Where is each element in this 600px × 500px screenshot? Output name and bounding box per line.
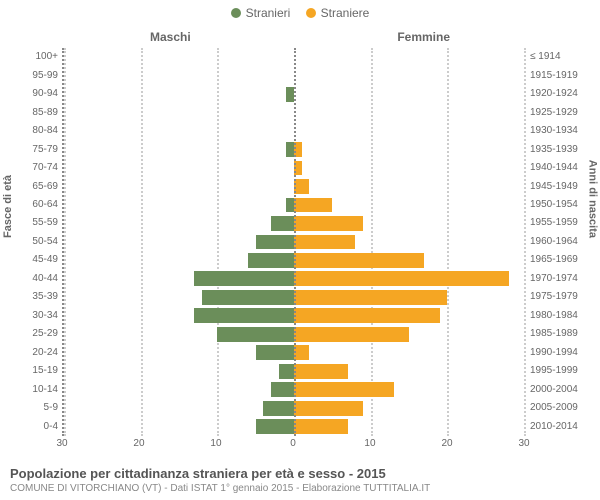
birth-year-label: 2005-2009 [524, 403, 578, 413]
bar-male [271, 382, 294, 397]
birth-year-label: 1945-1949 [524, 182, 578, 192]
bar-male [263, 401, 294, 416]
birth-year-label: 1985-1989 [524, 329, 578, 339]
swatch-male [231, 8, 241, 18]
age-label: 50-54 [32, 237, 64, 247]
birth-year-label: 1980-1984 [524, 311, 578, 321]
bar-female [294, 216, 363, 231]
x-tick: 20 [133, 438, 144, 449]
birth-year-label: ≤ 1914 [524, 52, 561, 62]
swatch-female [306, 8, 316, 18]
birth-year-label: 1965-1969 [524, 255, 578, 265]
age-label: 75-79 [32, 145, 64, 155]
bar-male [271, 216, 294, 231]
legend-item-male: Stranieri [231, 6, 291, 20]
age-label: 70-74 [32, 163, 64, 173]
x-tick: 20 [441, 438, 452, 449]
chart-title: Popolazione per cittadinanza straniera p… [10, 466, 590, 481]
birth-year-label: 1970-1974 [524, 274, 578, 284]
bar-male [279, 364, 294, 379]
bar-male [256, 419, 294, 434]
birth-year-label: 1990-1994 [524, 348, 578, 358]
age-label: 25-29 [32, 329, 64, 339]
chart-subtitle: COMUNE DI VITORCHIANO (VT) - Dati ISTAT … [10, 483, 590, 494]
birth-year-label: 1925-1929 [524, 108, 578, 118]
bar-female [294, 235, 355, 250]
birth-year-label: 1915-1919 [524, 71, 578, 81]
chart-centerline [294, 48, 296, 436]
age-label: 80-84 [32, 126, 64, 136]
legend-label-male: Stranieri [246, 6, 291, 20]
x-tick: 10 [210, 438, 221, 449]
birth-year-label: 1930-1934 [524, 126, 578, 136]
age-label: 45-49 [32, 255, 64, 265]
age-label: 20-24 [32, 348, 64, 358]
bar-male [256, 235, 294, 250]
birth-year-label: 1920-1924 [524, 89, 578, 99]
birth-year-label: 1935-1939 [524, 145, 578, 155]
age-label: 35-39 [32, 292, 64, 302]
x-tick: 30 [518, 438, 529, 449]
population-pyramid-chart: 100+≤ 191495-991915-191990-941920-192485… [62, 48, 524, 436]
y-axis-right-label: Anni di nascita [586, 160, 598, 238]
legend-label-female: Straniere [321, 6, 370, 20]
chart-footer: Popolazione per cittadinanza straniera p… [10, 466, 590, 494]
age-label: 95-99 [32, 71, 64, 81]
bar-female [294, 327, 409, 342]
age-label: 0-4 [44, 422, 64, 432]
age-label: 30-34 [32, 311, 64, 321]
birth-year-label: 1975-1979 [524, 292, 578, 302]
bar-female [294, 198, 332, 213]
age-label: 85-89 [32, 108, 64, 118]
bar-female [294, 253, 424, 268]
bar-male [194, 308, 294, 323]
x-tick: 30 [56, 438, 67, 449]
bar-male [202, 290, 294, 305]
age-label: 40-44 [32, 274, 64, 284]
header-female: Femmine [397, 30, 450, 44]
x-tick: 10 [364, 438, 375, 449]
header-male: Maschi [150, 30, 191, 44]
bar-female [294, 308, 440, 323]
legend: Stranieri Straniere [0, 6, 600, 21]
bar-male [256, 345, 294, 360]
y-axis-left-label: Fasce di età [2, 175, 14, 238]
bar-female [294, 382, 394, 397]
bar-female [294, 345, 309, 360]
age-label: 10-14 [32, 385, 64, 395]
bar-male [217, 327, 294, 342]
age-label: 15-19 [32, 366, 64, 376]
bar-female [294, 290, 447, 305]
bar-male [286, 198, 294, 213]
legend-item-female: Straniere [306, 6, 370, 20]
birth-year-label: 2010-2014 [524, 422, 578, 432]
birth-year-label: 1950-1954 [524, 200, 578, 210]
birth-year-label: 1995-1999 [524, 366, 578, 376]
age-label: 5-9 [44, 403, 64, 413]
bar-female [294, 271, 509, 286]
age-label: 100+ [35, 52, 64, 62]
birth-year-label: 1960-1964 [524, 237, 578, 247]
bar-female [294, 401, 363, 416]
bar-male [194, 271, 294, 286]
x-tick: 0 [290, 438, 296, 449]
birth-year-label: 1940-1944 [524, 163, 578, 173]
bar-female [294, 419, 348, 434]
x-axis: 3020100102030 [62, 438, 524, 452]
age-label: 90-94 [32, 89, 64, 99]
age-label: 60-64 [32, 200, 64, 210]
bar-female [294, 179, 309, 194]
age-label: 55-59 [32, 218, 64, 228]
age-label: 65-69 [32, 182, 64, 192]
bar-male [286, 142, 294, 157]
birth-year-label: 2000-2004 [524, 385, 578, 395]
bar-male [286, 87, 294, 102]
birth-year-label: 1955-1959 [524, 218, 578, 228]
bar-female [294, 364, 348, 379]
bar-male [248, 253, 294, 268]
